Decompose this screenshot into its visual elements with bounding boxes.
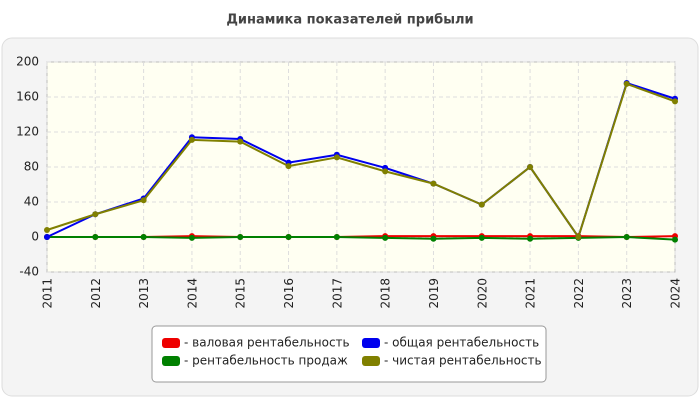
legend-swatch bbox=[362, 338, 380, 348]
x-tick-label: 2024 bbox=[669, 278, 683, 309]
point bbox=[478, 201, 485, 208]
legend-label: - чистая рентабельность bbox=[384, 354, 542, 368]
x-tick-label: 2017 bbox=[330, 278, 344, 309]
y-tick-label: 80 bbox=[24, 160, 39, 174]
x-tick-label: 2014 bbox=[185, 278, 199, 309]
point bbox=[92, 211, 99, 218]
y-tick-label: 120 bbox=[16, 125, 39, 139]
point bbox=[575, 234, 582, 240]
point bbox=[527, 164, 534, 170]
point bbox=[237, 234, 244, 240]
point bbox=[44, 227, 50, 233]
legend-swatch bbox=[362, 356, 380, 366]
point bbox=[527, 235, 534, 242]
legend-label: - общая рентабельность bbox=[384, 336, 539, 350]
legend-swatch bbox=[162, 338, 180, 348]
point bbox=[382, 168, 389, 175]
point bbox=[188, 136, 195, 143]
y-tick-label: 40 bbox=[24, 195, 39, 209]
x-tick-label: 2020 bbox=[475, 278, 489, 309]
chart-title: Динамика показателей прибыли bbox=[226, 13, 473, 28]
point bbox=[333, 234, 340, 240]
legend-label: - рентабельность продаж bbox=[184, 354, 348, 368]
legend bbox=[151, 325, 547, 383]
x-tick-label: 2013 bbox=[137, 278, 151, 309]
point bbox=[237, 138, 244, 145]
x-tick-label: 2016 bbox=[282, 278, 296, 309]
point bbox=[140, 234, 147, 240]
x-tick-label: 2018 bbox=[379, 278, 393, 309]
x-tick-label: 2011 bbox=[41, 278, 55, 309]
x-tick-label: 2022 bbox=[572, 278, 586, 309]
y-tick-label: 200 bbox=[16, 55, 39, 69]
legend-swatch bbox=[162, 356, 180, 366]
y-tick-label: 0 bbox=[31, 230, 39, 244]
point bbox=[478, 234, 485, 241]
x-tick-label: 2021 bbox=[524, 278, 538, 309]
point bbox=[430, 180, 437, 187]
x-tick-label: 2015 bbox=[234, 278, 248, 309]
legend-label: - валовая рентабельность bbox=[184, 336, 350, 350]
y-tick-label: 160 bbox=[16, 90, 39, 104]
series-line bbox=[47, 235, 676, 241]
point bbox=[285, 234, 292, 240]
point bbox=[285, 163, 292, 170]
x-tick-label: 2023 bbox=[620, 278, 634, 309]
y-tick-label: -40 bbox=[19, 265, 39, 279]
point bbox=[140, 197, 147, 204]
point bbox=[672, 98, 678, 105]
x-tick-label: 2012 bbox=[89, 278, 103, 309]
point bbox=[188, 234, 195, 241]
x-tick-label: 2019 bbox=[427, 278, 441, 309]
point bbox=[623, 80, 630, 87]
point bbox=[672, 236, 678, 243]
point bbox=[92, 234, 99, 240]
series-line bbox=[46, 82, 676, 240]
point bbox=[430, 235, 437, 242]
point bbox=[333, 154, 340, 161]
point bbox=[382, 234, 389, 241]
point bbox=[623, 234, 630, 240]
point bbox=[44, 234, 50, 240]
